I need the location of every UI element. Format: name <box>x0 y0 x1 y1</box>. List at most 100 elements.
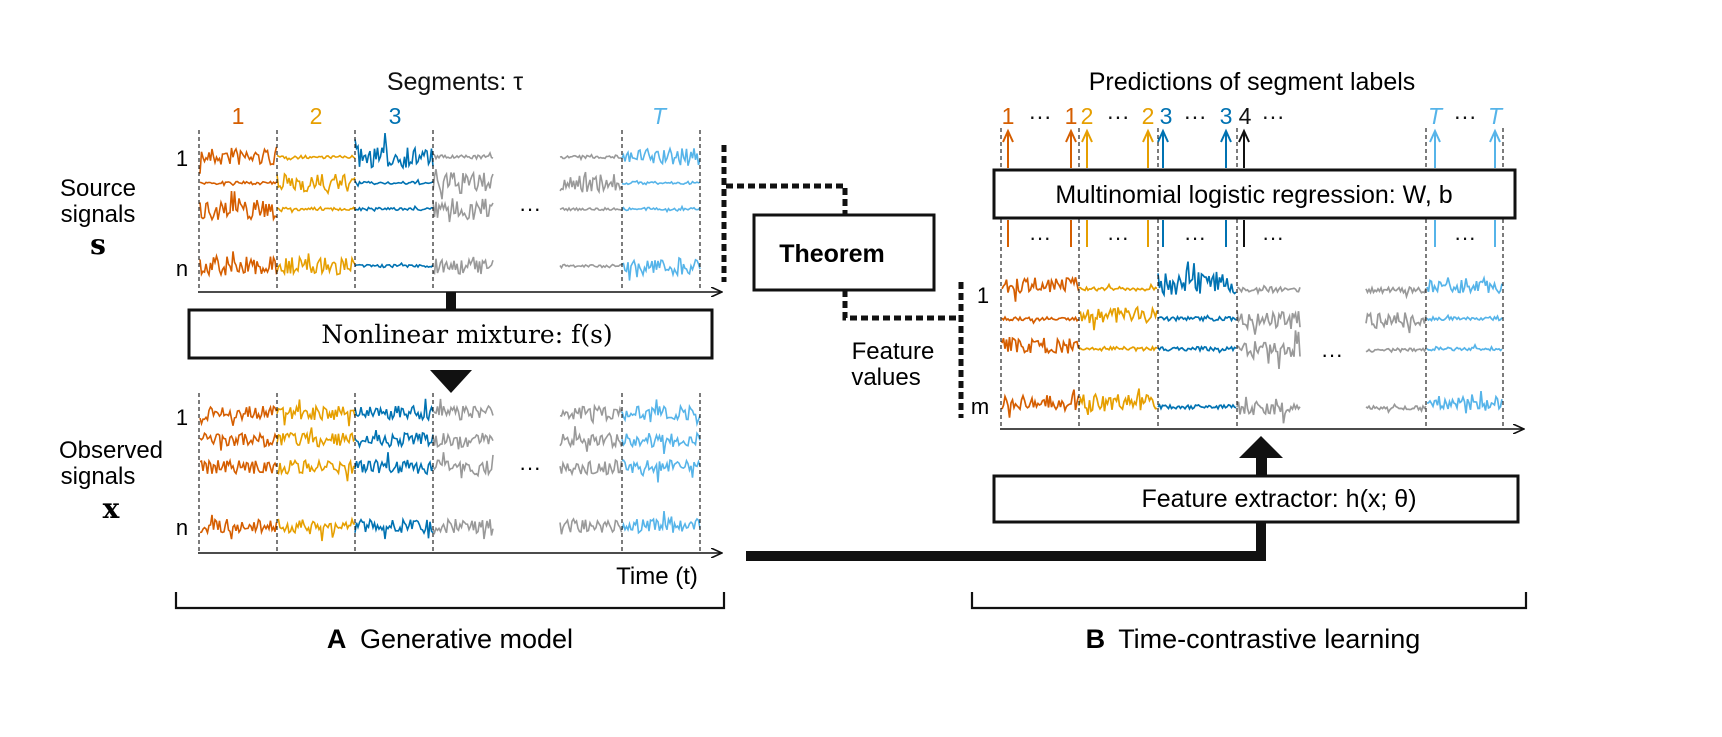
prediction-label: ··· <box>1107 103 1130 129</box>
observed-signal-trace <box>432 517 494 540</box>
prediction-arrowhead <box>1220 128 1232 143</box>
source-signal-trace <box>276 154 356 161</box>
feature-value-trace <box>1365 285 1427 300</box>
source-signal-trace <box>276 172 356 196</box>
source-signal-trace <box>621 204 701 214</box>
source-signals-symbol: s <box>90 228 106 261</box>
feature-value-trace <box>1078 305 1158 331</box>
source-signal-trace <box>199 190 277 222</box>
feature-value-trace <box>1426 391 1503 414</box>
bracket-time-contrastive-learning <box>970 592 1528 610</box>
feature-values-label-line2: values <box>851 364 920 391</box>
prediction-label: 4 <box>1239 103 1252 129</box>
segment-label-T: T <box>652 103 668 129</box>
source-signal-trace <box>559 263 622 270</box>
source-row-last: n <box>176 256 188 281</box>
prediction-arrowhead <box>1065 128 1077 143</box>
prediction-label: T <box>1488 103 1504 129</box>
feature-value-trace <box>1078 282 1158 293</box>
observed-signal-trace <box>432 432 494 450</box>
prediction-label-row: 1 ··· 1 2 ··· 2 3 ··· 3 4 ··· T ··· T <box>1002 103 1504 129</box>
observed-signal-trace <box>559 403 623 425</box>
observed-signals-symbol: x <box>103 492 120 525</box>
regression-box-label: Multinomial logistic regression: W, b <box>1055 181 1452 209</box>
feature-row-first: 1 <box>977 283 989 308</box>
regression-box <box>992 168 1517 220</box>
source-signal-trace <box>276 253 356 277</box>
theorem-dotted-link-left <box>726 183 848 215</box>
source-signal-trace <box>559 171 623 195</box>
source-signal-trace <box>199 180 278 188</box>
caption-generative-model: A Generative model <box>327 624 573 654</box>
time-axis-label: Time (t) <box>616 563 698 590</box>
prediction-label: ··· <box>1454 103 1477 129</box>
source-signal-trace <box>354 133 434 170</box>
observed-signals-plot <box>199 398 701 542</box>
feature-value-trace <box>1001 389 1080 418</box>
feature-value-trace <box>1157 314 1237 323</box>
feature-values-label-line1: Feature <box>852 338 935 365</box>
prediction-label: 2 <box>1081 103 1094 129</box>
prediction-label: T <box>1428 103 1444 129</box>
source-signals-plot <box>199 133 701 281</box>
bracket-generative-model <box>174 592 726 610</box>
feature-row-last: m <box>971 394 989 419</box>
observed-signal-trace <box>559 517 623 535</box>
extractor-box-label: Feature extractor: h(x; θ) <box>1141 485 1416 513</box>
observed-signal-trace <box>276 458 356 482</box>
source-signal-trace <box>621 256 701 281</box>
source-signals-label-line2: signals <box>61 201 136 228</box>
source-signal-trace <box>559 153 622 162</box>
observed-signals-label-line1: Observed <box>59 437 163 464</box>
observed-signal-trace <box>354 398 434 422</box>
prediction-arrows: ··· ··· ··· ··· ··· <box>1002 128 1501 250</box>
feature-value-trace <box>1001 275 1080 302</box>
source-ellipsis: ··· <box>519 196 541 221</box>
feature-value-trace <box>1426 343 1503 352</box>
theorem-label: Theorem <box>779 240 885 268</box>
segment-label-3: 3 <box>389 103 402 129</box>
prediction-label: 3 <box>1220 103 1233 129</box>
source-signal-trace <box>432 150 494 161</box>
source-signal-trace <box>354 204 434 213</box>
observed-signal-trace <box>199 431 278 451</box>
observed-signal-trace <box>621 431 701 455</box>
source-signal-trace <box>354 261 434 269</box>
prediction-arrowhead <box>1429 128 1441 143</box>
mixture-down-arrow <box>430 370 472 393</box>
theorem-dotted-link-right <box>842 290 961 321</box>
segment-label-2: 2 <box>310 103 323 129</box>
regression-input-ellipsis: ··· <box>1029 225 1051 250</box>
caption-time-contrastive-learning: B Time-contrastive learning <box>1086 624 1421 654</box>
observed-signal-trace <box>432 452 494 479</box>
feature-value-trace <box>1078 344 1158 353</box>
source-signal-trace <box>559 206 622 212</box>
prediction-arrowhead <box>1002 128 1014 143</box>
feature-value-trace <box>1078 388 1158 415</box>
prediction-label: ··· <box>1184 103 1207 129</box>
observed-signal-trace <box>354 516 434 540</box>
feature-value-trace <box>1365 402 1427 415</box>
observed-signal-trace <box>621 399 701 427</box>
observed-signal-trace <box>276 399 356 427</box>
observed-signal-trace <box>354 452 434 476</box>
feature-value-trace <box>1001 315 1080 325</box>
caption-text-b: Time-contrastive learning <box>1118 624 1420 654</box>
feature-value-trace <box>1365 347 1427 354</box>
observed-row-last: n <box>176 515 188 540</box>
source-signal-trace <box>432 198 494 223</box>
feature-value-trace <box>1426 313 1503 322</box>
prediction-label: 3 <box>1160 103 1173 129</box>
observed-row-first: 1 <box>176 405 188 430</box>
source-signal-trace <box>432 169 494 200</box>
source-signals-label-line1: Source <box>60 175 136 202</box>
extractor-up-arrow <box>1239 436 1283 458</box>
feature-value-trace <box>1236 396 1301 424</box>
regression-input-ellipsis: ··· <box>1454 225 1476 250</box>
source-signal-trace <box>199 146 278 174</box>
source-row-first: 1 <box>176 146 188 171</box>
predictions-title: Predictions of segment labels <box>1089 68 1416 96</box>
feature-value-trace <box>1236 309 1301 335</box>
prediction-arrowhead <box>1489 128 1501 143</box>
